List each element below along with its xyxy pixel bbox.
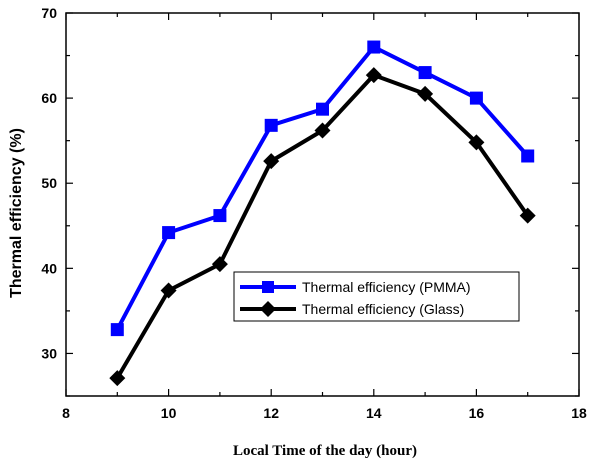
series-layer [109,40,536,387]
x-tick-label: 18 [571,405,587,421]
legend-label-pmma: Thermal efficiency (PMMA) [302,279,471,295]
plot-frame [65,12,580,397]
series-glass [109,67,536,387]
legend-marker-glass [260,301,276,317]
series-line [115,72,530,380]
series-pmma [110,40,535,337]
data-point [211,256,228,273]
data-point [264,118,278,132]
data-point [417,85,434,102]
y-tick-label: 60 [41,90,57,106]
y-axis-label: Thermal efficiency (%) [8,128,25,298]
data-point [162,226,176,240]
x-axis-label: Local Time of the day (hour) [233,443,417,459]
data-point [365,67,382,84]
y-tick-label: 50 [41,175,57,191]
data-point [160,282,177,299]
data-point [519,207,536,224]
x-tick-label: 10 [161,405,177,421]
data-point [263,153,280,170]
x-tick-label: 16 [469,405,485,421]
y-tick-label: 70 [41,5,57,21]
x-tick-label: 12 [263,405,279,421]
legend-marker-pmma [262,281,274,293]
data-point [521,149,535,163]
data-point [316,102,329,116]
data-point [418,66,432,80]
x-tick-label: 14 [366,405,382,421]
data-point [109,370,126,387]
y-tick-label: 30 [41,345,57,361]
y-tick-label: 40 [41,260,57,276]
data-point [367,40,381,54]
legend-label-glass: Thermal efficiency (Glass) [302,301,464,317]
data-point [468,134,485,151]
x-tick-label: 8 [62,405,70,421]
axes: 8 10 12 14 16 18 30 40 50 60 70 [41,5,587,421]
data-point [213,209,227,223]
legend-box [233,271,520,322]
data-point [469,91,483,105]
data-point [314,122,331,139]
legend: Thermal efficiency (PMMA) Thermal effici… [233,271,520,322]
data-point [110,323,124,337]
